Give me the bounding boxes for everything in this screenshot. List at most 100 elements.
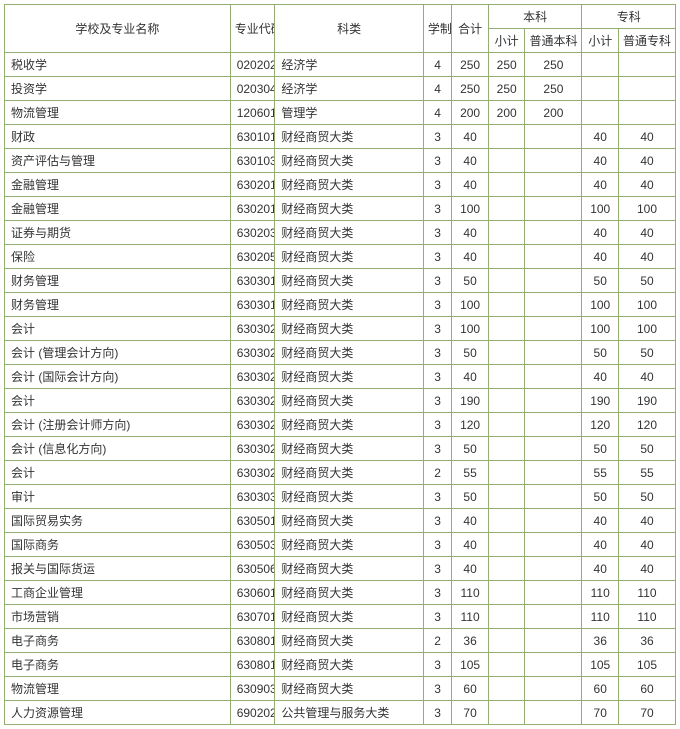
cell-code: 630101 [230,125,275,149]
cell-duration: 3 [423,245,451,269]
cell-zk-sub: 100 [582,197,619,221]
cell-bk-normal [525,581,582,605]
cell-duration: 3 [423,293,451,317]
cell-duration: 3 [423,125,451,149]
cell-total: 40 [452,557,489,581]
table-header: 学校及专业名称 专业代码 科类 学制 合计 本科 专科 小计 普通本科 小计 普… [5,5,676,53]
cell-zk-normal: 36 [619,629,676,653]
cell-bk-sub [488,341,525,365]
table-row: 会计630302财经商贸大类3190190190 [5,389,676,413]
cell-bk-sub [488,581,525,605]
cell-zk-normal: 50 [619,341,676,365]
cell-zk-sub: 50 [582,341,619,365]
cell-name: 人力资源管理 [5,701,231,725]
cell-total: 50 [452,269,489,293]
cell-bk-normal [525,221,582,245]
cell-duration: 3 [423,437,451,461]
cell-zk-sub: 110 [582,605,619,629]
cell-bk-sub [488,413,525,437]
table-row: 财务管理630301财经商贸大类3100100100 [5,293,676,317]
cell-duration: 3 [423,365,451,389]
cell-total: 250 [452,53,489,77]
cell-code: 120601 [230,101,275,125]
header-category: 科类 [275,5,423,53]
table-row: 资产评估与管理630103财经商贸大类3404040 [5,149,676,173]
cell-bk-sub [488,245,525,269]
cell-code: 630503 [230,533,275,557]
table-row: 财政630101财经商贸大类3404040 [5,125,676,149]
cell-duration: 3 [423,677,451,701]
cell-name: 市场营销 [5,605,231,629]
table-row: 会计 (国际会计方向)630302财经商贸大类3404040 [5,365,676,389]
table-row: 会计 (信息化方向)630302财经商贸大类3505050 [5,437,676,461]
cell-zk-sub: 50 [582,437,619,461]
cell-name: 国际贸易实务 [5,509,231,533]
cell-bk-normal [525,461,582,485]
cell-name: 会计 (注册会计师方向) [5,413,231,437]
table-row: 报关与国际货运630506财经商贸大类3404040 [5,557,676,581]
cell-code: 630501 [230,509,275,533]
cell-bk-sub [488,173,525,197]
cell-zk-normal: 50 [619,437,676,461]
cell-bk-sub [488,197,525,221]
cell-category: 财经商贸大类 [275,629,423,653]
cell-duration: 4 [423,77,451,101]
cell-duration: 4 [423,53,451,77]
cell-category: 财经商贸大类 [275,677,423,701]
cell-name: 会计 (信息化方向) [5,437,231,461]
header-bachelor: 本科 [488,5,582,29]
cell-name: 电子商务 [5,629,231,653]
cell-zk-normal: 40 [619,221,676,245]
cell-bk-normal [525,605,582,629]
table-row: 证券与期货630203财经商贸大类3404040 [5,221,676,245]
cell-category: 财经商贸大类 [275,413,423,437]
cell-category: 财经商贸大类 [275,317,423,341]
cell-zk-normal: 40 [619,533,676,557]
cell-bk-normal [525,701,582,725]
cell-code: 020304 [230,77,275,101]
table-row: 会计630302财经商贸大类3100100100 [5,317,676,341]
cell-bk-normal: 200 [525,101,582,125]
cell-code: 630801 [230,629,275,653]
cell-zk-normal: 40 [619,509,676,533]
cell-code: 020202 [230,53,275,77]
cell-code: 630903 [230,677,275,701]
cell-bk-sub [488,149,525,173]
cell-zk-sub: 40 [582,533,619,557]
cell-name: 国际商务 [5,533,231,557]
cell-duration: 3 [423,197,451,221]
cell-name: 报关与国际货运 [5,557,231,581]
cell-zk-normal: 100 [619,317,676,341]
cell-zk-normal: 110 [619,605,676,629]
header-name: 学校及专业名称 [5,5,231,53]
cell-total: 55 [452,461,489,485]
cell-total: 40 [452,173,489,197]
cell-bk-normal [525,389,582,413]
cell-total: 100 [452,317,489,341]
cell-bk-sub [488,629,525,653]
cell-zk-sub [582,77,619,101]
header-associate-normal: 普通专科 [619,29,676,53]
cell-code: 630302 [230,413,275,437]
table-row: 保险630205财经商贸大类3404040 [5,245,676,269]
cell-zk-normal: 70 [619,701,676,725]
cell-category: 管理学 [275,101,423,125]
cell-category: 财经商贸大类 [275,245,423,269]
cell-zk-normal: 60 [619,677,676,701]
table-row: 审计630303财经商贸大类3505050 [5,485,676,509]
cell-name: 会计 [5,317,231,341]
cell-bk-sub [488,605,525,629]
cell-duration: 3 [423,485,451,509]
cell-code: 630506 [230,557,275,581]
cell-bk-normal [525,485,582,509]
cell-category: 公共管理与服务大类 [275,701,423,725]
cell-zk-normal: 50 [619,485,676,509]
cell-bk-normal [525,557,582,581]
cell-name: 税收学 [5,53,231,77]
cell-total: 70 [452,701,489,725]
cell-zk-sub: 55 [582,461,619,485]
cell-bk-normal [525,341,582,365]
cell-zk-sub: 40 [582,149,619,173]
cell-duration: 3 [423,149,451,173]
cell-bk-sub [488,221,525,245]
